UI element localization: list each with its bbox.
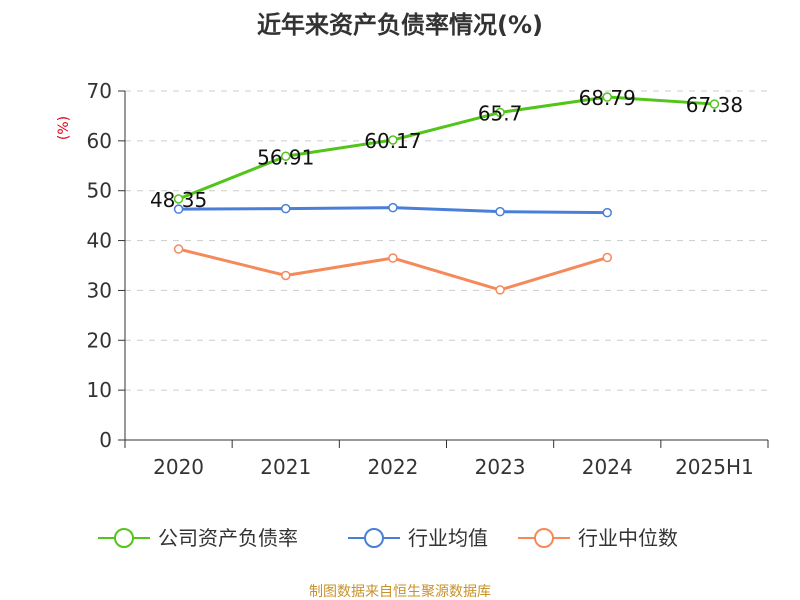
data-point: [495, 285, 505, 295]
y-tick-label: 10: [87, 378, 112, 402]
data-point: [281, 151, 291, 162]
y-tick-label: 70: [87, 79, 112, 103]
data-point: [495, 206, 505, 217]
legend-label: 行业中位数: [578, 526, 678, 550]
y-tick-label: 20: [87, 328, 112, 352]
data-label: 68.79: [579, 86, 636, 110]
legend: 公司资产负债率 行业均值 行业中位数: [98, 526, 678, 550]
x-tick-label: 2025H1: [675, 455, 754, 479]
legend-label: 公司资产负债率: [158, 526, 298, 550]
data-point: [602, 92, 612, 102]
chart-title: 近年来资产负债率情况(%): [257, 11, 543, 39]
data-point: [602, 252, 612, 263]
x-tick-label: 2023: [475, 455, 526, 479]
data-point: [173, 194, 184, 204]
data-point: [388, 135, 398, 145]
x-tick-label: 2022: [367, 455, 418, 479]
data-point: [388, 202, 398, 213]
data-label: 56.91: [257, 145, 314, 169]
axes: 0 10 20 30 40 50 60 70 2020 2021 2022 2023 2024 2025H…: [87, 79, 769, 479]
legend-marker: [114, 528, 134, 548]
data-point: [495, 107, 505, 118]
data-label: 67.38: [686, 93, 743, 117]
legend-marker: [534, 528, 554, 548]
data-point: [281, 270, 291, 281]
y-tick-label: 0: [99, 428, 112, 452]
x-tick-label: 2020: [153, 455, 204, 479]
data-point: [388, 253, 398, 263]
data-point: [709, 99, 720, 109]
y-tick-label: 50: [87, 179, 112, 203]
source-note: 制图数据来自恒生聚源数据库: [309, 584, 491, 600]
x-tick-label: 2024: [582, 455, 633, 479]
y-tick-label: 60: [87, 129, 112, 153]
data-label: 65.7: [478, 101, 523, 125]
x-tick-label: 2021: [260, 455, 311, 479]
y-axis-unit: (%): [56, 116, 72, 140]
legend-marker: [364, 528, 384, 548]
series-line: [178, 95, 715, 201]
data-point: [173, 244, 184, 254]
data-point: [281, 203, 291, 214]
data-point: [602, 207, 612, 218]
data-point: [173, 204, 184, 214]
data-label: 60.17: [364, 129, 421, 153]
grid: [125, 90, 768, 391]
y-tick-label: 30: [87, 278, 112, 302]
y-tick-label: 40: [87, 229, 112, 253]
legend-label: 行业均值: [408, 526, 488, 550]
